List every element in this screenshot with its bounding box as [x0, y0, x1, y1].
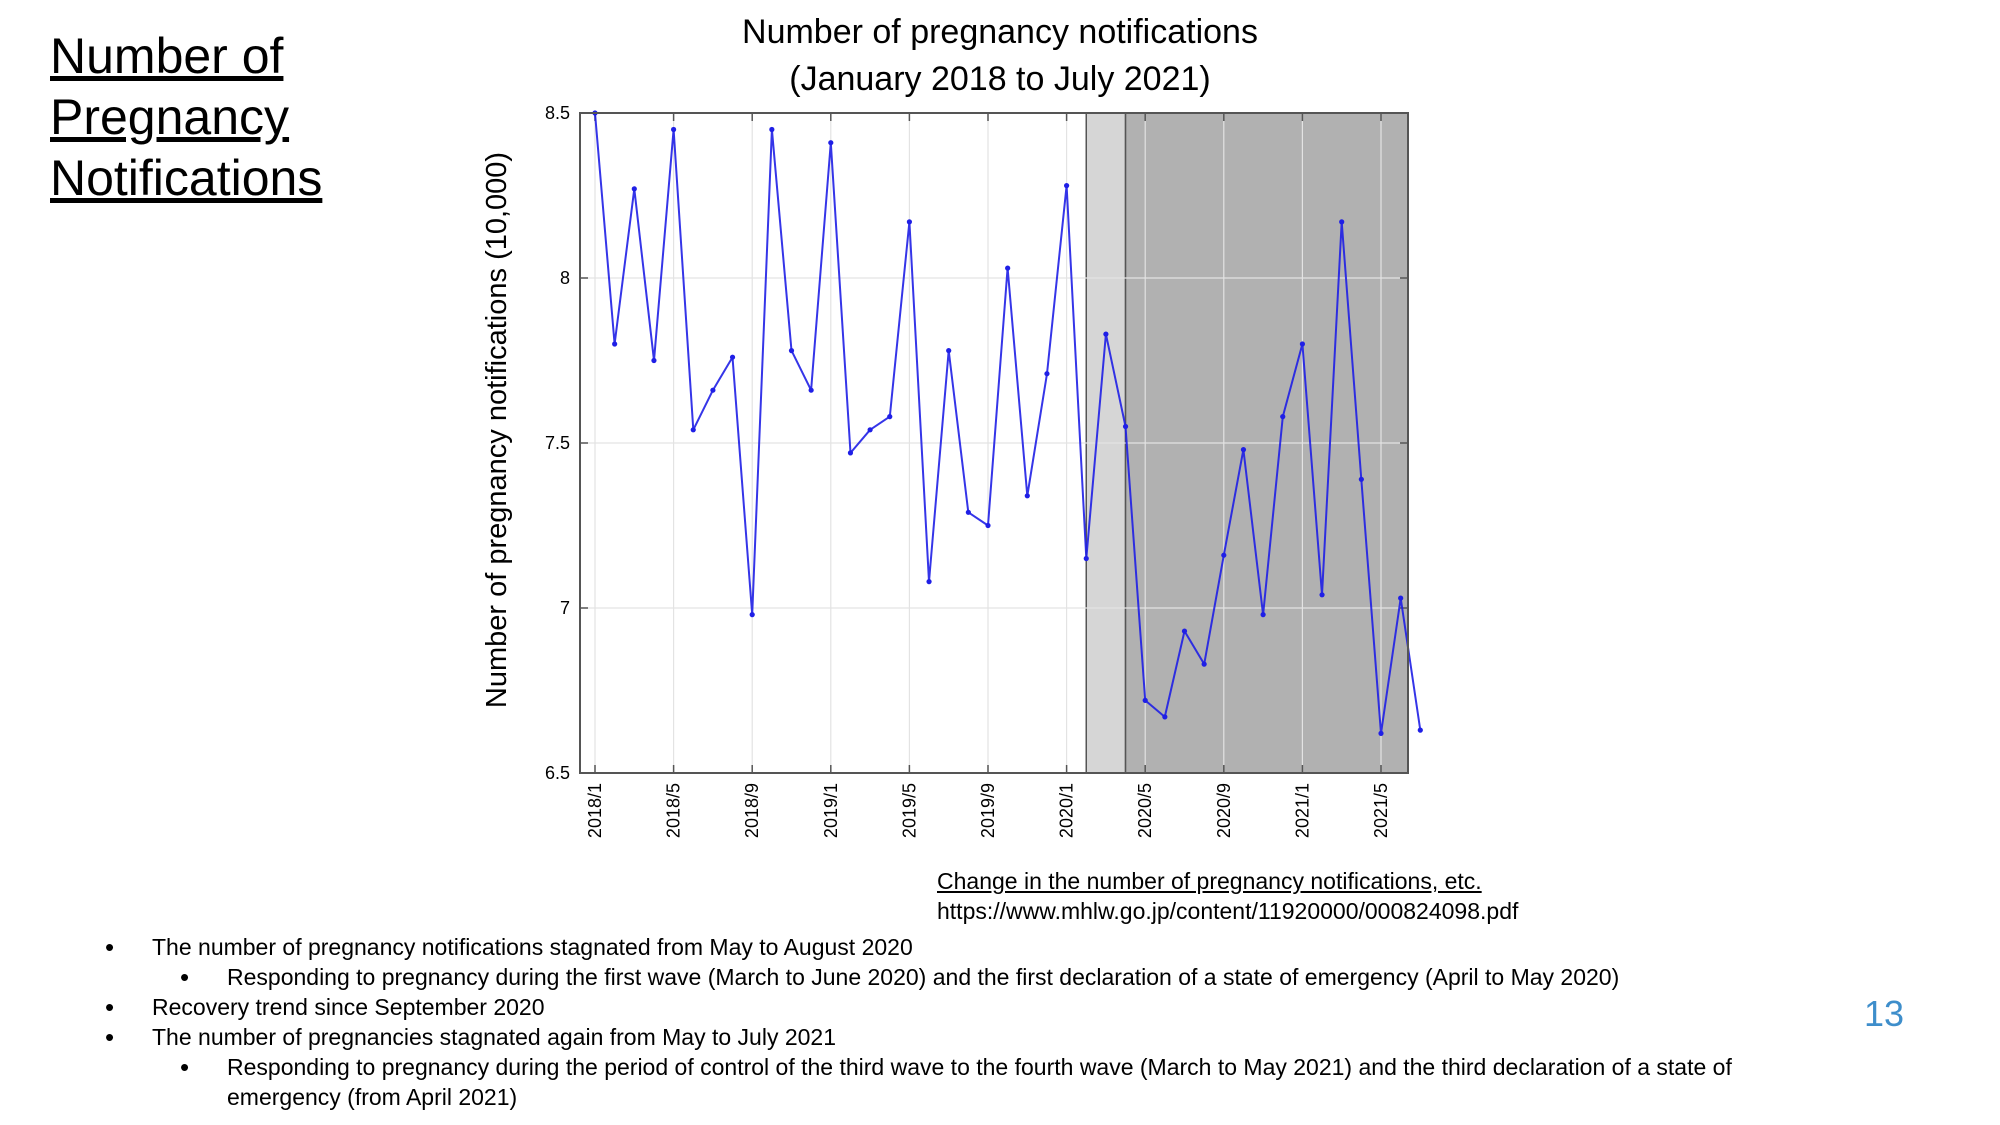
y-axis-label: Number of pregnancy notifications (10,00… — [481, 152, 513, 708]
data-point — [612, 341, 618, 347]
y-tick-label: 7 — [560, 598, 570, 618]
data-point — [651, 357, 657, 364]
y-tick-label: 8 — [560, 268, 570, 288]
data-point — [1181, 628, 1188, 634]
series-layer — [592, 110, 1423, 737]
data-point — [1378, 730, 1384, 737]
x-tick-label: 2019/9 — [978, 783, 998, 838]
data-point — [847, 450, 854, 456]
bullet-text: Recovery trend since September 2020 — [152, 994, 545, 1020]
data-point — [788, 348, 795, 354]
chart: Number of pregnancy notifications (Janua… — [481, 13, 1423, 838]
y-tick-label: 6.5 — [545, 763, 570, 783]
chart-title-line-1: Number of pregnancy notifications — [742, 13, 1258, 51]
y-tick-label: 7.5 — [545, 433, 570, 453]
bullet-icon: • — [105, 932, 115, 962]
x-tick-label: 2018/9 — [742, 783, 762, 838]
data-point — [690, 427, 696, 433]
data-point — [1398, 595, 1404, 601]
y-tick-label: 8.5 — [545, 103, 570, 123]
data-point — [867, 427, 873, 433]
data-point — [1005, 265, 1011, 271]
bullet-text: Responding to pregnancy during the perio… — [227, 1054, 1732, 1110]
x-tick-label: 2019/1 — [821, 783, 841, 838]
data-point — [946, 348, 952, 354]
data-point — [729, 354, 736, 360]
x-tick-label: 2018/5 — [664, 783, 684, 838]
data-point — [1319, 592, 1325, 598]
plot-frame — [579, 112, 1409, 774]
data-point — [887, 414, 893, 420]
data-point — [1221, 552, 1227, 558]
bullet-item: • The number of pregnancy notifications s… — [100, 932, 1800, 962]
data-point — [1417, 727, 1423, 733]
data-point — [1201, 661, 1207, 667]
data-point — [1142, 697, 1148, 704]
data-point — [631, 186, 637, 192]
data-point — [1260, 612, 1266, 618]
y-tick-labels: 6.5 7 7.5 8 8.5 — [545, 103, 570, 783]
bullet-icon: • — [105, 1022, 115, 1052]
bullet-list: • The number of pregnancy notifications s… — [100, 932, 1800, 1112]
data-point — [1299, 341, 1305, 347]
data-point — [769, 126, 775, 133]
bullet-item: • The number of pregnancies stagnated aga… — [100, 1022, 1800, 1052]
page-number: 13 — [1864, 993, 1905, 1034]
data-point — [1339, 219, 1345, 225]
bullet-text: The number of pregnancies stagnated agai… — [152, 1024, 837, 1050]
data-point — [671, 126, 677, 133]
x-tick-labels: 2018/1 2018/5 2018/9 2019/1 2019/5 2019/9 2020… — [585, 783, 1391, 838]
source-url[interactable]: https://www.mhlw.go.jp/content/11920000/… — [937, 898, 1519, 924]
bullet-text: Responding to pregnancy during the first… — [227, 964, 1620, 990]
data-point — [965, 509, 971, 515]
data-point — [710, 387, 716, 393]
x-tick-label: 2020/9 — [1214, 783, 1234, 838]
x-tick-label: 2021/5 — [1371, 783, 1391, 838]
x-tick-label: 2018/1 — [585, 783, 605, 838]
data-point — [828, 140, 834, 146]
sub-bullet-item: • Responding to pregnancy during the peri… — [100, 1052, 1800, 1112]
slide-title: Number of Pregnancy Notifications — [50, 28, 323, 206]
x-tick-label: 2020/5 — [1135, 783, 1155, 838]
data-point — [926, 579, 932, 585]
data-point — [749, 612, 755, 618]
x-tick-label: 2020/1 — [1057, 783, 1077, 838]
data-point — [1024, 493, 1030, 499]
data-point — [1083, 555, 1089, 562]
data-point — [1240, 447, 1247, 453]
bullet-item: • Recovery trend since September 2020 — [100, 992, 1800, 1022]
sub-bullet-item: • Responding to pregnancy during the firs… — [100, 962, 1800, 992]
data-point — [1064, 183, 1070, 189]
x-tick-label: 2019/5 — [899, 783, 919, 838]
bullet-text: The number of pregnancy notifications st… — [152, 934, 913, 960]
data-point — [985, 522, 991, 529]
data-point — [1358, 476, 1364, 482]
data-point — [1103, 331, 1109, 337]
data-point — [808, 387, 814, 393]
bullet-icon: • — [180, 962, 190, 992]
chart-title-line-2: (January 2018 to July 2021) — [789, 60, 1210, 98]
source-title[interactable]: Change in the number of pregnancy notifi… — [937, 868, 1482, 894]
source-citation: Change in the number of pregnancy notifi… — [937, 866, 1518, 926]
bullet-icon: • — [105, 992, 115, 1022]
data-point — [1044, 371, 1050, 377]
bullet-icon: • — [180, 1052, 190, 1082]
data-point — [1280, 414, 1286, 420]
data-point — [1162, 714, 1168, 720]
data-point — [1122, 423, 1129, 430]
x-tick-label: 2021/1 — [1292, 783, 1312, 838]
data-point — [906, 219, 913, 225]
